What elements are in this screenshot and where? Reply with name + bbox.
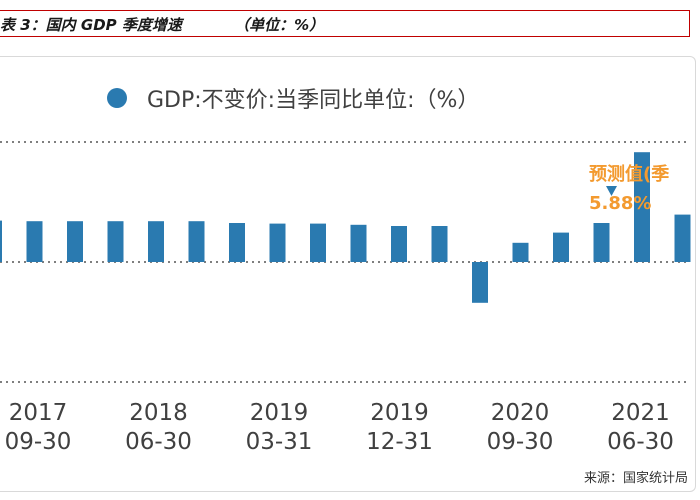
chart-legend: GDP:不变价:当季同比单位:（%） [107,88,479,113]
forecast-pointer [606,186,617,196]
forecast-label: 预测值(季 [589,163,669,185]
x-tick-year: 2017 [9,400,68,426]
caption-box [0,10,690,37]
x-tick-date: 03-31 [246,429,313,455]
bar [674,214,691,262]
forecast-value-label: 5.88% [589,193,651,214]
x-axis-labels: 2017 09-30 2018 06-30 2019 03-31 2019 12-31 2020… [5,400,674,455]
gridlines [0,141,690,383]
x-tick-date: 09-30 [5,429,72,455]
x-tick-year: 2020 [491,400,550,426]
bar [634,152,650,262]
x-tick-date: 06-30 [125,429,192,455]
bar [188,221,205,262]
bars [0,152,691,303]
caption-unit: （单位：%） [234,16,325,34]
legend-label: GDP:不变价:当季同比单位:（%） [147,88,479,113]
bar [593,223,610,262]
bar [0,220,2,262]
bar [107,221,124,262]
forecast-annotation: 预测值(季 5.88% [589,163,669,214]
source-note: 来源：国家统计局 [584,470,688,486]
bar [269,223,286,262]
caption-title: 表 3：国内 GDP 季度增速 [0,16,182,34]
bar [472,262,488,303]
x-tick-year: 2018 [129,400,188,426]
bar [512,242,529,262]
x-tick-date: 09-30 [487,429,554,455]
x-tick-date: 12-31 [366,429,433,455]
x-tick-date: 06-30 [607,429,674,455]
x-tick-year: 2019 [250,400,309,426]
bar [391,226,407,262]
bar [229,223,245,262]
bar [431,226,448,262]
legend-marker [107,88,127,108]
x-tick-year: 2019 [370,400,429,426]
bar [350,224,367,262]
bar [553,232,569,262]
figure-caption: 表 3：国内 GDP 季度增速 （单位：%） [0,14,324,35]
chart-frame [0,56,696,492]
bar [148,221,164,262]
bar [67,221,83,262]
bar [26,221,43,262]
bar [310,223,326,262]
x-tick-year: 2021 [611,400,670,426]
